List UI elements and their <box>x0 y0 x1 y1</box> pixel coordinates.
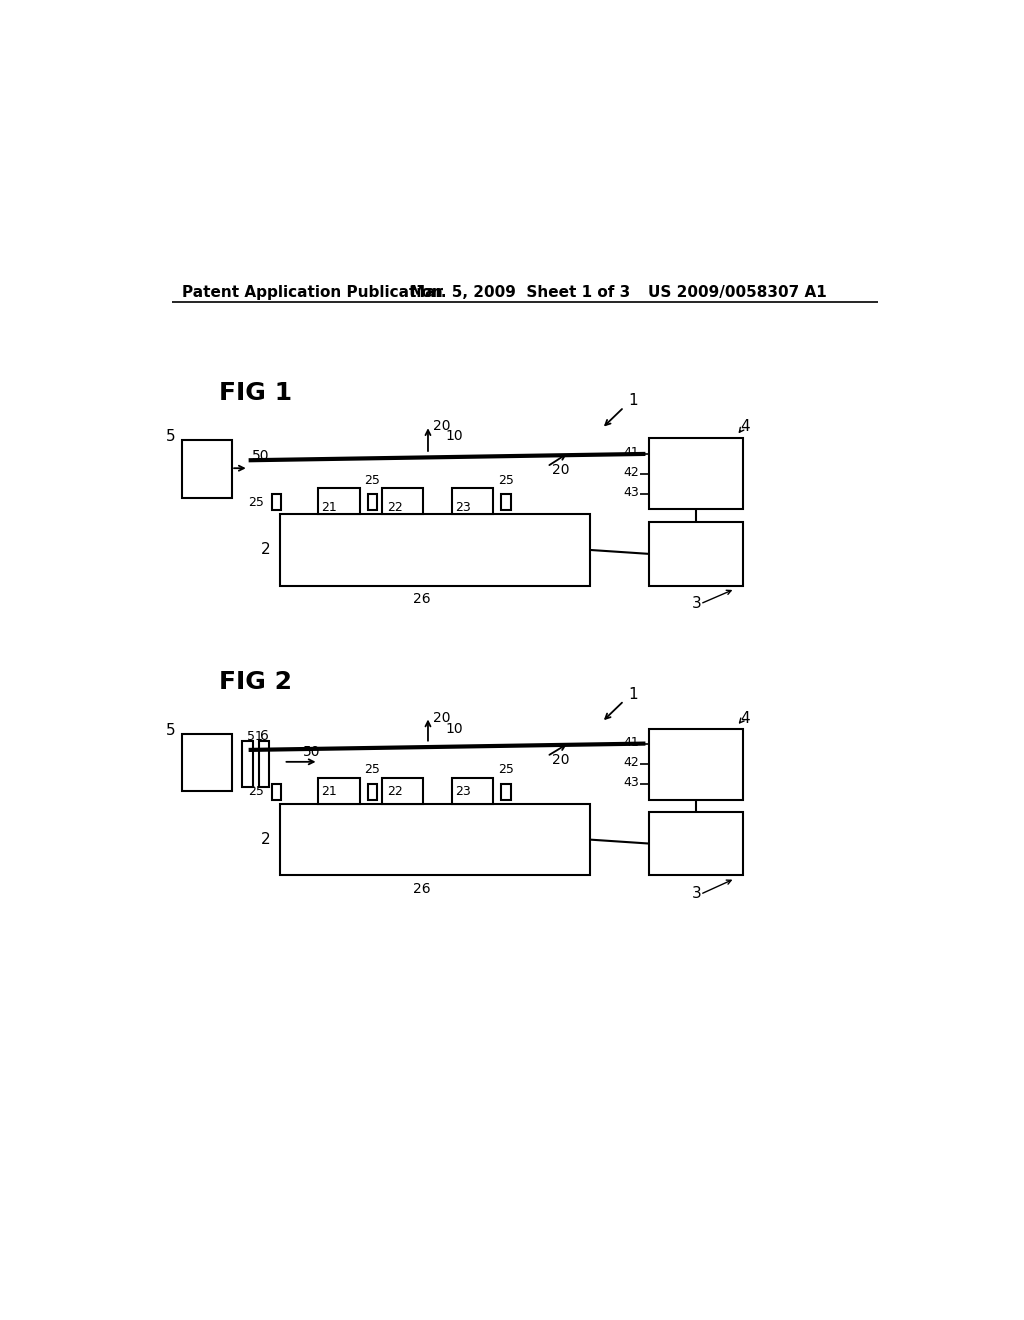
Bar <box>182 441 232 498</box>
Text: 26: 26 <box>413 593 430 606</box>
Text: 21: 21 <box>321 785 337 799</box>
Text: 50: 50 <box>303 744 321 759</box>
Text: 25: 25 <box>249 496 264 508</box>
Text: 3: 3 <box>691 595 701 611</box>
Text: 50: 50 <box>252 449 269 462</box>
Text: 6: 6 <box>260 730 268 743</box>
Text: 4: 4 <box>740 710 750 726</box>
Text: 4: 4 <box>740 420 750 434</box>
Text: 41: 41 <box>624 446 639 458</box>
Text: 25: 25 <box>365 474 380 487</box>
Text: 20: 20 <box>552 754 569 767</box>
Bar <box>271 495 282 511</box>
Text: 25: 25 <box>498 474 514 487</box>
Text: 43: 43 <box>624 486 639 499</box>
Text: 20: 20 <box>552 463 569 477</box>
Bar <box>649 523 743 586</box>
Bar <box>281 515 590 586</box>
Text: US 2009/0058307 A1: US 2009/0058307 A1 <box>648 285 826 300</box>
Bar <box>452 488 494 515</box>
Text: 42: 42 <box>624 466 639 479</box>
Bar <box>318 488 359 515</box>
Bar <box>649 438 743 510</box>
Text: 1: 1 <box>628 393 638 408</box>
Text: 20: 20 <box>433 711 451 725</box>
Text: 10: 10 <box>445 429 463 444</box>
Text: 22: 22 <box>387 785 402 799</box>
Bar <box>501 784 511 800</box>
Text: 23: 23 <box>455 502 471 515</box>
Text: 51: 51 <box>247 730 263 743</box>
Bar <box>368 784 377 800</box>
Text: 20: 20 <box>433 420 451 433</box>
Text: FIG 1: FIG 1 <box>219 380 293 405</box>
Text: 3: 3 <box>691 886 701 902</box>
Text: Patent Application Publication: Patent Application Publication <box>182 285 442 300</box>
Text: Mar. 5, 2009  Sheet 1 of 3: Mar. 5, 2009 Sheet 1 of 3 <box>410 285 630 300</box>
Text: 26: 26 <box>413 882 430 896</box>
Text: 5: 5 <box>166 429 176 444</box>
Bar <box>243 742 253 787</box>
Text: 2: 2 <box>261 543 270 557</box>
Bar <box>501 495 511 511</box>
Text: 25: 25 <box>498 763 514 776</box>
Bar <box>182 734 232 791</box>
Bar <box>649 812 743 875</box>
Text: 22: 22 <box>387 502 402 515</box>
Bar <box>382 777 423 804</box>
Bar <box>281 804 590 875</box>
Bar <box>368 495 377 511</box>
Text: 41: 41 <box>624 737 639 750</box>
Text: 2: 2 <box>261 832 270 847</box>
Text: 5: 5 <box>166 722 176 738</box>
Bar <box>649 729 743 800</box>
Text: 25: 25 <box>249 785 264 799</box>
Bar <box>452 777 494 804</box>
Text: 21: 21 <box>321 502 337 515</box>
Text: FIG 2: FIG 2 <box>219 671 292 694</box>
Bar <box>382 488 423 515</box>
Bar <box>271 784 282 800</box>
Text: 43: 43 <box>624 776 639 789</box>
Text: 10: 10 <box>445 722 463 735</box>
Text: 23: 23 <box>455 785 471 799</box>
Text: 25: 25 <box>365 763 380 776</box>
Bar <box>259 742 269 787</box>
Bar <box>318 777 359 804</box>
Text: 42: 42 <box>624 756 639 770</box>
Text: 1: 1 <box>628 686 638 702</box>
